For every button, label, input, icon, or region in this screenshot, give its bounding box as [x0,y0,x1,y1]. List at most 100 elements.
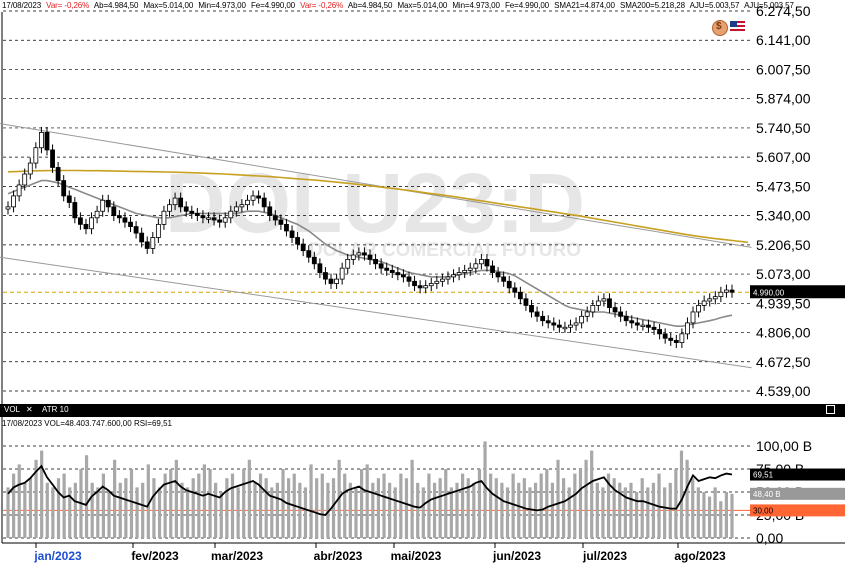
volume-bar [410,459,414,538]
indicator-toolbar: VOL ✕ ATR 10 [0,404,845,417]
candle-body [696,304,701,313]
candle-body [545,320,551,324]
volume-bar [320,473,324,538]
candle-body [22,173,28,186]
volume-bar [612,478,616,538]
candle-body [61,180,67,197]
us-flag-icon[interactable] [730,21,745,33]
volume-bar [6,487,10,538]
candle-body [339,267,345,280]
candle-body [178,197,184,208]
y-tick-label: 4.672,50 [756,354,811,370]
volume-bar [247,459,251,538]
candle-body [161,210,167,225]
candle-body [206,217,211,220]
candle-body [289,230,295,238]
candle-body [423,285,429,289]
last-price-tag [750,285,845,299]
volume-bar [646,487,650,538]
y-tick-label: 5.607,00 [756,149,811,165]
header-aju: AJU=5.003,57 [689,1,740,10]
volume-bar [113,459,117,538]
candle-body [350,254,356,260]
header-sma21: SMA21=4.874,00 [554,1,615,10]
candle-body [540,315,546,322]
candle-body [256,195,262,199]
volume-bar [219,492,223,538]
candle-body [250,195,256,201]
candle-body [89,217,94,230]
volume-bar [174,459,178,538]
candle-body [139,232,145,243]
candle-body [529,304,534,313]
vol-y-tick-label: 100,00 B [756,438,812,454]
candle-body [356,252,362,256]
candle-body [105,199,111,208]
candle-body [673,340,679,344]
candle-body [245,199,250,206]
x-tick-label: mar/2023 [211,549,263,563]
volume-bar [696,487,700,538]
volume-bar [573,473,577,538]
y-tick-label: 4.539,00 [756,383,811,399]
volume-bar [281,469,285,538]
candle-body [306,250,312,258]
candle-body [11,195,16,208]
close-icon[interactable]: ✕ [26,405,33,414]
volume-bar [225,478,229,538]
dollar-coin-icon[interactable]: $ [712,20,728,36]
candle-body [506,280,512,289]
volume-bar [685,459,689,538]
volume-bar [180,482,184,538]
candle-body [640,324,646,327]
volume-bar [528,487,532,538]
candle-body [668,337,674,341]
volume-bar [590,450,594,538]
volume-bar [230,473,235,538]
candle-body [211,217,217,221]
candle-body [579,315,585,324]
volume-bar [157,487,162,538]
tab-atr[interactable]: ATR 10 [42,405,69,414]
volume-bar [169,469,173,538]
volume-bar [28,478,33,538]
volume-bar [606,473,611,538]
candle-body [233,206,239,212]
candle-body [439,278,445,282]
candle-body [189,210,195,214]
volume-bar [118,482,122,538]
volume-bar [500,482,504,538]
candle-body [729,289,735,293]
header-min-2: Min=4.973,00 [452,1,500,10]
candle-body [623,315,629,322]
volume-bar [163,473,167,538]
candle-body [445,276,451,280]
header-aju-2: AJU=5.003,57 [744,1,794,10]
y-tick-label: 4.806,00 [756,325,811,341]
volume-bar [505,487,510,538]
candle-body [183,206,189,212]
candle-body [367,254,373,260]
candle-body [44,132,50,151]
candle-body [334,278,339,284]
y-tick-label: 5.473,50 [756,178,811,194]
volume-chart[interactable]: 100,00 B75,00 B50,00 B25,00 B0,00 69,514… [0,417,845,571]
volume-bar [461,473,465,538]
volume-bar [287,478,291,538]
header-var-2: Var= -0,26% [300,1,344,10]
candle-body [39,132,44,149]
volume-bar [124,478,128,538]
candle-body [634,322,640,326]
rsi-line [7,464,733,516]
rsi-tag-label: 69,51 [753,471,774,480]
candle-body [412,280,417,287]
candle-body [451,274,456,278]
maximize-icon[interactable] [826,405,835,414]
price-chart[interactable]: DOLU23:D DOLAR COMERCIAL FUTURO 6.274,50… [0,0,845,404]
volume-bar [567,487,571,538]
candle-body [362,252,367,256]
tab-vol[interactable]: VOL [4,405,21,414]
volume-bar [331,478,336,538]
volume-bar [393,487,397,538]
